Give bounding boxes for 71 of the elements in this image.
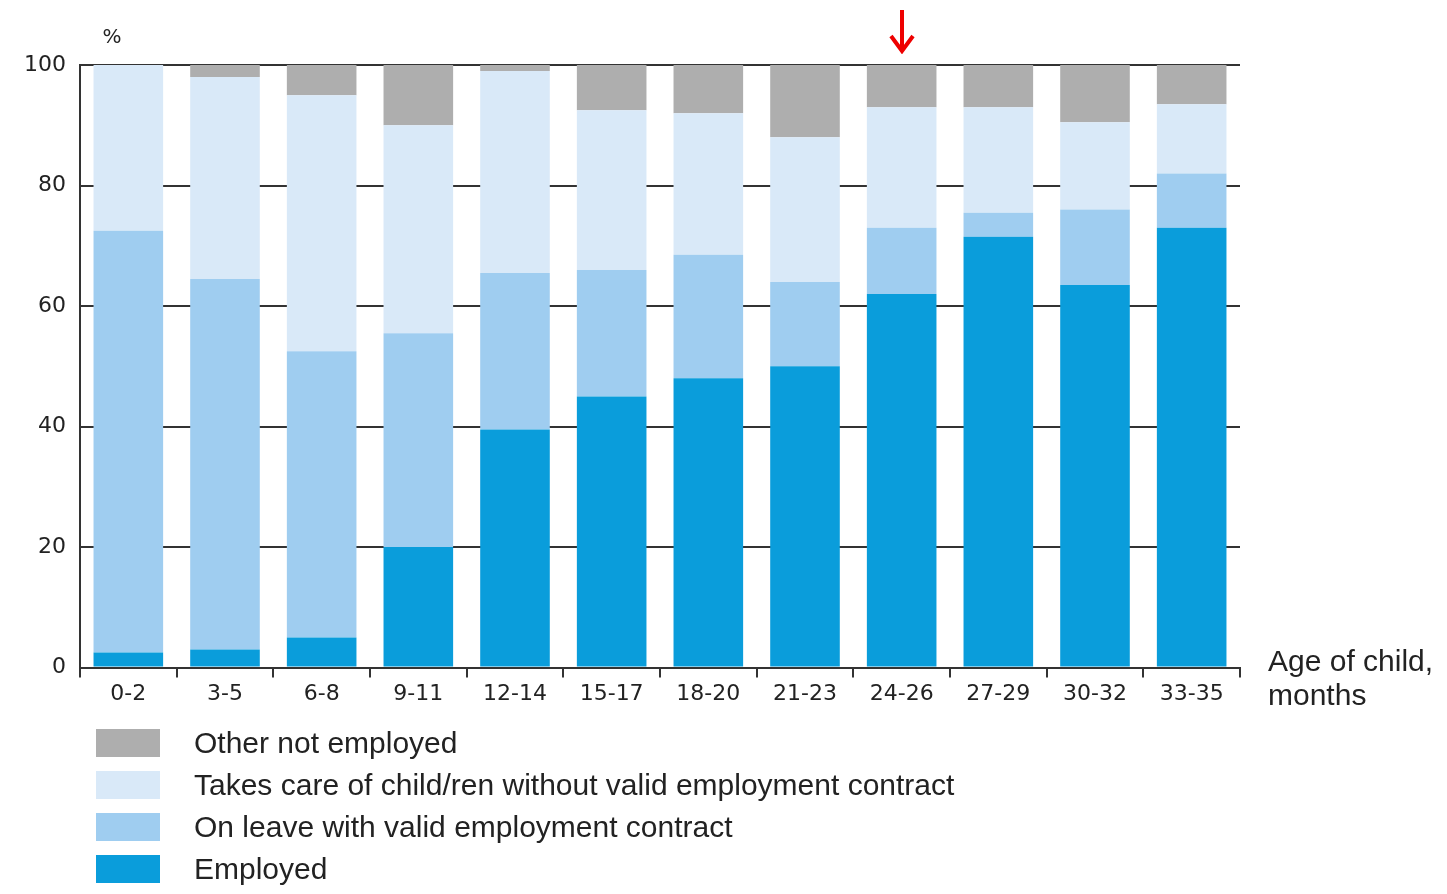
- bar: [576, 110, 647, 270]
- bar: [866, 65, 937, 108]
- bar: [963, 107, 1034, 213]
- bar: [963, 212, 1034, 237]
- bar: [93, 652, 164, 667]
- x-tick-label: 0-2: [110, 679, 147, 705]
- bar: [576, 269, 647, 397]
- bar: [190, 278, 260, 650]
- y-tick-label: 60: [37, 291, 66, 317]
- bar: [480, 71, 550, 273]
- bar: [93, 65, 164, 231]
- x-tick-label: 3-5: [207, 679, 243, 705]
- bar: [1060, 209, 1130, 285]
- y-tick-label: 100: [23, 50, 66, 76]
- bar: [286, 637, 357, 667]
- bar: [383, 65, 454, 126]
- bar: [866, 107, 937, 228]
- bar: [190, 65, 260, 78]
- bar: [673, 254, 744, 379]
- bar: [1156, 104, 1227, 174]
- bar: [480, 65, 550, 72]
- x-tick-label: 15-17: [579, 679, 644, 705]
- bar: [480, 272, 550, 430]
- bar: [1060, 122, 1130, 210]
- bar: [770, 366, 840, 667]
- y-tick-label: 40: [37, 412, 66, 438]
- bar: [383, 125, 454, 334]
- x-tick-label: 21-23: [773, 679, 837, 705]
- legend-label: Other not employed: [194, 726, 458, 760]
- bar: [963, 65, 1034, 108]
- bar: [770, 65, 840, 138]
- x-tick-label: 30-32: [1063, 679, 1127, 705]
- bar: [190, 77, 260, 279]
- bar: [1060, 284, 1130, 667]
- bar: [190, 649, 260, 667]
- y-tick-label: 0: [51, 653, 66, 679]
- bar: [866, 293, 937, 667]
- bar: [480, 429, 550, 667]
- bar: [383, 547, 454, 667]
- bar: [770, 281, 840, 367]
- bar: [576, 65, 647, 111]
- legend-label: Takes care of child/ren without valid employment contract: [194, 768, 955, 802]
- bar: [1156, 173, 1227, 228]
- bar: [770, 137, 840, 282]
- legend-label: On leave with valid employment contract: [194, 810, 733, 844]
- bar: [286, 65, 357, 96]
- x-tick-label: 18-20: [676, 679, 741, 705]
- y-tick-label: 80: [37, 171, 66, 197]
- y-axis-title: %: [102, 24, 122, 48]
- bar: [673, 65, 744, 114]
- bar: [576, 396, 647, 667]
- x-tick-label: 12-14: [483, 679, 547, 705]
- bar: [286, 95, 357, 352]
- bar: [1156, 227, 1227, 667]
- y-tick-label: 20: [37, 532, 66, 558]
- x-tick-label: 24-26: [869, 679, 934, 705]
- bar: [963, 236, 1034, 667]
- bar: [673, 113, 744, 255]
- bar: [1060, 65, 1130, 123]
- legend-label: Employed: [194, 852, 328, 886]
- bar: [383, 333, 454, 548]
- bar: [673, 378, 744, 667]
- x-tick-label: 27-29: [966, 679, 1031, 705]
- bar: [866, 227, 937, 294]
- x-tick-label: 33-35: [1159, 679, 1224, 705]
- bar: [286, 351, 357, 638]
- x-axis-title: Age of child, months: [1268, 644, 1435, 712]
- bar: [1156, 65, 1227, 105]
- x-tick-label: 6-8: [303, 679, 340, 705]
- x-tick-label: 9-11: [393, 679, 444, 705]
- bar: [93, 230, 164, 653]
